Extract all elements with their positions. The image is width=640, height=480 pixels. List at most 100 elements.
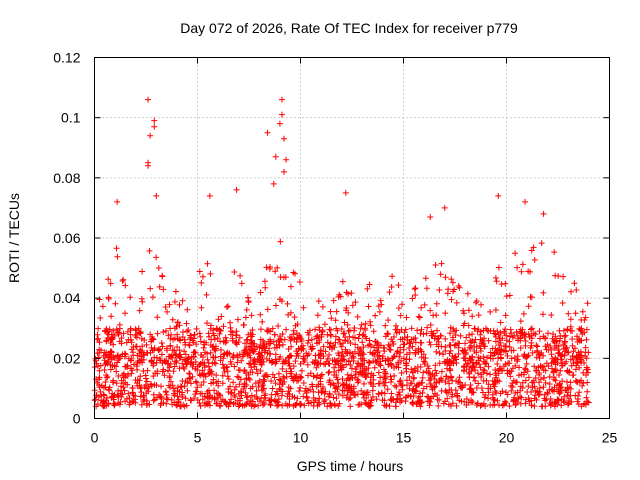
data-point — [319, 371, 326, 378]
data-point — [131, 396, 138, 403]
data-point — [400, 355, 407, 362]
data-point — [322, 361, 329, 368]
data-point — [506, 333, 513, 340]
data-point — [103, 338, 110, 345]
data-point — [149, 294, 156, 301]
data-point — [118, 335, 125, 342]
data-point — [196, 268, 203, 275]
data-point — [552, 377, 559, 384]
data-point — [200, 379, 207, 386]
data-point — [397, 344, 404, 351]
data-point — [248, 333, 255, 340]
data-point — [143, 341, 150, 348]
data-point — [287, 365, 294, 372]
data-point — [211, 359, 218, 366]
data-point — [540, 333, 547, 340]
data-point — [151, 396, 158, 403]
data-point — [532, 375, 539, 382]
data-point — [181, 348, 188, 355]
data-point — [109, 379, 116, 386]
data-point — [455, 283, 462, 290]
data-point — [248, 392, 255, 399]
data-point — [348, 372, 355, 379]
data-point — [396, 378, 403, 385]
data-point — [310, 373, 317, 380]
data-point — [527, 268, 534, 275]
data-point — [349, 350, 356, 357]
data-point — [377, 342, 384, 349]
data-point — [223, 304, 230, 311]
data-point — [102, 384, 109, 391]
data-point — [551, 249, 558, 256]
data-point — [102, 327, 109, 334]
data-point — [244, 294, 251, 301]
data-point — [240, 322, 247, 329]
data-point — [391, 372, 398, 379]
data-point — [363, 335, 370, 342]
data-point — [201, 399, 208, 406]
data-point — [506, 338, 513, 345]
data-point — [367, 322, 374, 329]
data-point — [292, 374, 299, 381]
data-points — [91, 96, 592, 410]
data-point — [246, 376, 253, 383]
data-point — [531, 363, 538, 370]
data-point — [274, 264, 281, 271]
data-point — [534, 389, 541, 396]
data-point — [207, 270, 214, 277]
data-point — [469, 362, 476, 369]
data-point — [360, 380, 367, 387]
data-point — [171, 298, 178, 305]
data-point — [583, 394, 590, 401]
data-point — [186, 370, 193, 377]
data-point — [386, 289, 393, 296]
data-point — [193, 325, 200, 332]
data-point — [420, 369, 427, 376]
data-point — [584, 300, 591, 307]
data-point — [584, 398, 591, 405]
data-point — [218, 398, 225, 405]
data-point — [372, 312, 379, 319]
data-point — [478, 402, 485, 409]
data-point — [462, 349, 469, 356]
data-point — [422, 275, 429, 282]
data-point — [425, 365, 432, 372]
data-point — [231, 386, 238, 393]
data-point — [327, 326, 334, 333]
data-point — [225, 403, 232, 410]
data-point — [251, 356, 258, 363]
data-point — [240, 385, 247, 392]
data-point — [501, 398, 508, 405]
data-point — [234, 373, 241, 380]
data-point — [432, 362, 439, 369]
data-point — [420, 358, 427, 365]
data-point — [491, 349, 498, 356]
data-point — [194, 397, 201, 404]
data-point — [482, 403, 489, 410]
data-point — [485, 381, 492, 388]
data-point — [199, 367, 206, 374]
data-point — [276, 376, 283, 383]
data-point — [324, 403, 331, 410]
data-point — [343, 394, 350, 401]
data-point — [582, 344, 589, 351]
data-point — [393, 329, 400, 336]
data-point — [137, 373, 144, 380]
data-point — [107, 340, 114, 347]
data-point — [343, 350, 350, 357]
data-point — [281, 378, 288, 385]
data-point — [433, 312, 440, 319]
data-point — [438, 343, 445, 350]
data-point — [330, 394, 337, 401]
data-point — [327, 308, 334, 315]
data-point — [395, 391, 402, 398]
data-point — [380, 379, 387, 386]
data-point — [234, 316, 241, 323]
data-point — [458, 398, 465, 405]
data-point — [496, 378, 503, 385]
data-point — [158, 351, 165, 358]
data-point — [567, 379, 574, 386]
data-point — [542, 343, 549, 350]
data-point — [547, 395, 554, 402]
